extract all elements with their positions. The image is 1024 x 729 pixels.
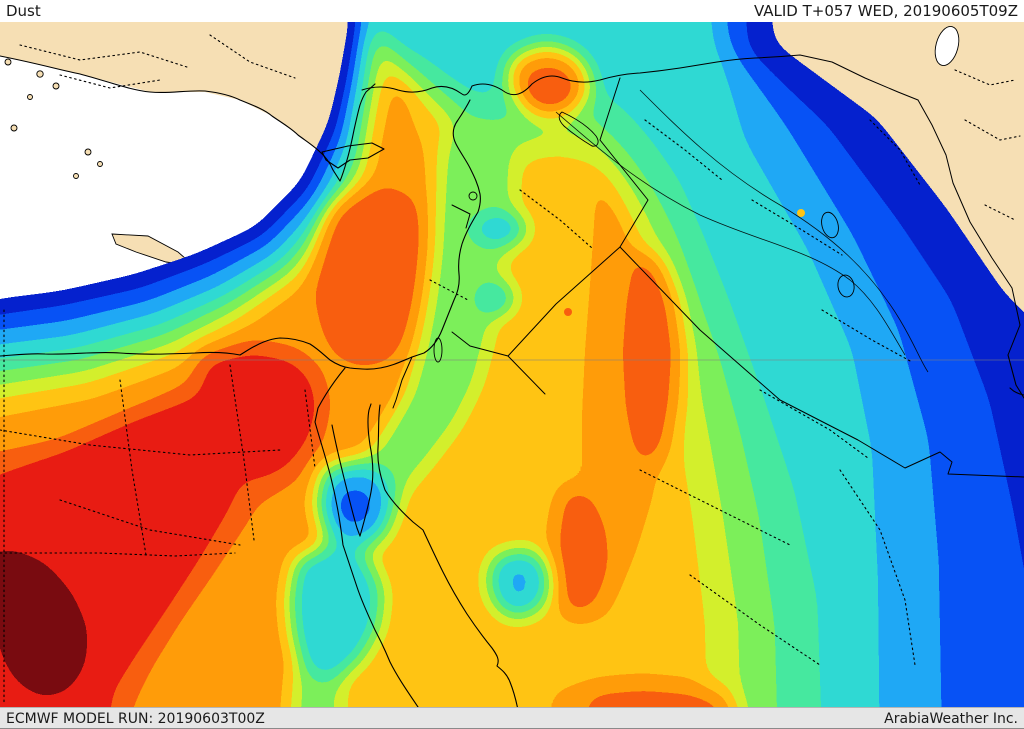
border-iran (917, 99, 1021, 356)
border-turkey-syria-iraq (361, 54, 919, 101)
lake-razzaza (837, 274, 855, 298)
dust-field (0, 22, 1024, 707)
dust-map-canvas (0, 22, 1024, 707)
coast-cyprus (321, 142, 385, 169)
valid-time-label: VALID T+057 WED, 20190605T09Z (753, 2, 1018, 20)
lake-galilee (468, 191, 478, 201)
model-run-label: ECMWF MODEL RUN: 20190603T00Z (6, 710, 265, 727)
river-euphrates (555, 111, 906, 356)
country-borders (361, 54, 1024, 478)
map-area (0, 22, 1024, 707)
coast-saudi-red-sea (377, 404, 518, 707)
dead-sea (433, 337, 443, 363)
header-bar: Dust VALID T+057 WED, 20190605T09Z (0, 0, 1024, 22)
rivers (555, 89, 929, 373)
border-syria-iraq (599, 77, 649, 248)
coast-sinai-aqaba (359, 403, 374, 537)
lake-urmia (934, 26, 960, 66)
coast-red-sea-west (314, 367, 419, 707)
border-egypt-israel (392, 356, 413, 409)
border-egypt-sudan (0, 552, 236, 557)
lakes (433, 26, 960, 363)
border-jordan-saudi (451, 246, 621, 395)
coastlines (0, 55, 1024, 707)
coast-turkey (0, 55, 376, 182)
brand-label: ArabiaWeather Inc. (884, 710, 1018, 727)
page-title: Dust (6, 2, 41, 20)
admin-boundaries (0, 34, 1021, 706)
dust-spot-small-orange-red (564, 308, 572, 316)
dust-spot-small-amber (797, 209, 805, 217)
lake-assad (558, 111, 599, 147)
lake-tharthar (821, 211, 839, 239)
border-lebanon (451, 204, 471, 229)
river-tigris (639, 89, 929, 373)
border-saudi-iraq-kuwait (619, 246, 1024, 478)
footer-bar: ECMWF MODEL RUN: 20190603T00Z ArabiaWeat… (0, 707, 1024, 728)
coast-persian-gulf (1007, 354, 1024, 399)
coast-sinai-suez (331, 424, 361, 537)
